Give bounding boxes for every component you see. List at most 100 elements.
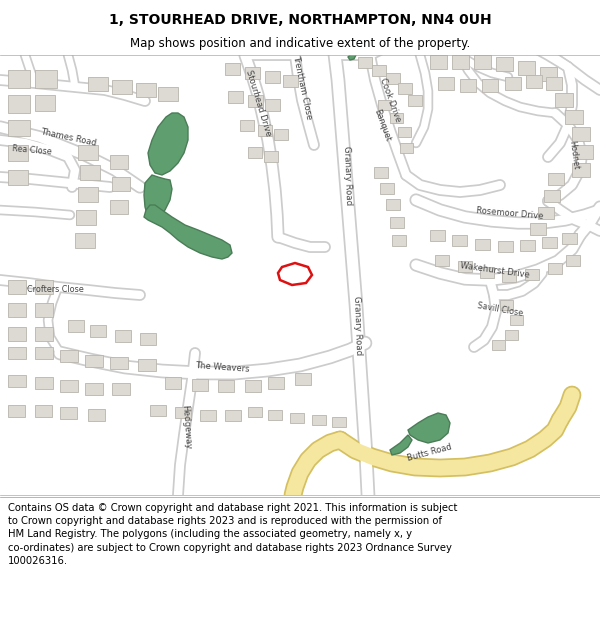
Text: Rea Close: Rea Close: [12, 144, 52, 156]
Polygon shape: [112, 80, 132, 94]
Polygon shape: [35, 405, 52, 417]
Polygon shape: [136, 83, 156, 97]
Polygon shape: [548, 173, 564, 185]
Polygon shape: [575, 145, 593, 159]
Polygon shape: [265, 99, 280, 111]
Polygon shape: [544, 190, 560, 202]
Polygon shape: [565, 110, 583, 124]
Polygon shape: [378, 100, 391, 110]
Polygon shape: [245, 380, 261, 392]
Polygon shape: [110, 155, 128, 169]
Polygon shape: [225, 63, 240, 75]
Polygon shape: [8, 303, 26, 317]
Polygon shape: [474, 55, 491, 69]
Text: Cook Drive: Cook Drive: [378, 77, 402, 123]
Polygon shape: [520, 240, 535, 251]
Polygon shape: [8, 120, 30, 136]
Polygon shape: [158, 87, 178, 101]
Polygon shape: [8, 145, 28, 161]
Text: Stourhead Drive: Stourhead Drive: [244, 69, 272, 138]
Polygon shape: [35, 377, 53, 389]
Polygon shape: [295, 373, 311, 385]
Polygon shape: [458, 261, 472, 272]
Polygon shape: [562, 233, 577, 244]
Polygon shape: [148, 113, 188, 175]
Text: Granary Road: Granary Road: [343, 145, 353, 205]
Text: Crofters Close: Crofters Close: [26, 286, 83, 294]
Polygon shape: [435, 255, 449, 266]
Polygon shape: [192, 379, 208, 391]
Polygon shape: [518, 61, 535, 75]
Polygon shape: [248, 95, 263, 107]
Polygon shape: [510, 315, 523, 325]
Polygon shape: [248, 407, 262, 417]
Text: Rosemoor Drive: Rosemoor Drive: [476, 206, 544, 221]
Polygon shape: [78, 145, 98, 160]
Polygon shape: [35, 70, 57, 88]
Polygon shape: [8, 327, 26, 341]
Polygon shape: [60, 407, 77, 419]
Polygon shape: [138, 359, 156, 371]
Text: Banquet: Banquet: [372, 107, 392, 142]
Polygon shape: [150, 405, 166, 416]
Polygon shape: [88, 77, 108, 91]
Polygon shape: [35, 280, 53, 294]
Polygon shape: [35, 327, 53, 341]
Polygon shape: [80, 165, 100, 180]
Polygon shape: [475, 239, 490, 250]
Polygon shape: [112, 383, 130, 395]
Polygon shape: [165, 377, 181, 389]
Polygon shape: [268, 410, 282, 420]
Polygon shape: [245, 67, 260, 79]
Polygon shape: [175, 407, 191, 418]
Polygon shape: [60, 350, 78, 362]
Polygon shape: [200, 410, 216, 421]
Polygon shape: [248, 147, 262, 158]
Polygon shape: [526, 75, 542, 88]
Polygon shape: [218, 380, 234, 392]
Polygon shape: [566, 255, 580, 266]
Polygon shape: [264, 151, 278, 162]
Polygon shape: [35, 95, 55, 111]
Polygon shape: [386, 73, 400, 84]
Text: Thames Road: Thames Road: [39, 127, 97, 148]
Polygon shape: [35, 303, 53, 317]
Polygon shape: [265, 71, 280, 83]
Polygon shape: [144, 205, 232, 259]
Text: Butts Road: Butts Road: [407, 442, 454, 463]
Polygon shape: [400, 143, 413, 153]
Polygon shape: [348, 53, 356, 60]
Polygon shape: [144, 175, 172, 220]
Polygon shape: [398, 83, 412, 94]
Polygon shape: [110, 357, 128, 369]
Polygon shape: [505, 77, 521, 90]
Text: Hedgeway: Hedgeway: [180, 404, 192, 449]
Polygon shape: [312, 415, 326, 425]
Polygon shape: [555, 93, 573, 107]
Polygon shape: [258, 125, 272, 136]
Polygon shape: [85, 383, 103, 395]
Polygon shape: [268, 377, 284, 389]
Text: Savill Close: Savill Close: [476, 302, 523, 318]
Text: Trentham Close: Trentham Close: [291, 54, 313, 120]
Polygon shape: [525, 269, 539, 280]
Polygon shape: [390, 435, 412, 455]
Polygon shape: [452, 55, 469, 69]
Polygon shape: [380, 183, 394, 194]
Polygon shape: [408, 413, 450, 443]
Polygon shape: [505, 330, 518, 340]
Polygon shape: [8, 280, 26, 294]
Polygon shape: [225, 410, 241, 421]
Text: Map shows position and indicative extent of the property.: Map shows position and indicative extent…: [130, 37, 470, 50]
Polygon shape: [76, 210, 96, 225]
Polygon shape: [8, 70, 30, 88]
Polygon shape: [8, 375, 26, 387]
Polygon shape: [572, 127, 590, 141]
Polygon shape: [8, 170, 28, 185]
Polygon shape: [546, 77, 562, 90]
Polygon shape: [498, 241, 513, 252]
Polygon shape: [496, 57, 513, 71]
Polygon shape: [538, 207, 554, 219]
Text: Granary Road: Granary Road: [352, 295, 364, 355]
Polygon shape: [88, 409, 105, 421]
